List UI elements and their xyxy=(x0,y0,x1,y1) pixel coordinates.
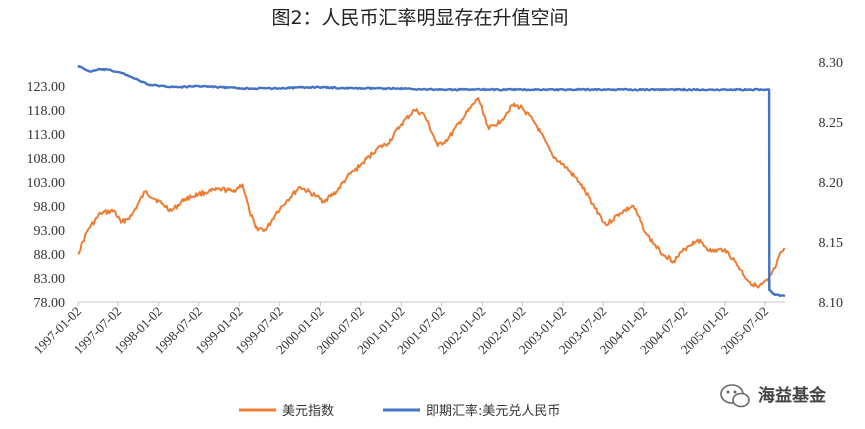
y-left-tick-label: 113.00 xyxy=(27,128,65,143)
y-left-tick-label: 78.00 xyxy=(34,296,66,311)
y-left-tick-label: 118.00 xyxy=(27,104,65,119)
watermark: 海益基金 xyxy=(720,384,827,408)
y-axis-right: 8.10 8.15 8.20 8.25 8.30 xyxy=(819,56,844,311)
series-line-usd-cny xyxy=(77,64,786,298)
legend-label-usd-index: 美元指数 xyxy=(282,404,334,419)
x-axis: 1997-01-021997-07-021998-01-021998-07-02… xyxy=(31,301,785,357)
plot-area xyxy=(77,64,786,298)
y-right-tick-label: 8.10 xyxy=(819,296,844,311)
y-left-tick-label: 98.00 xyxy=(34,200,66,215)
wechat-logo-icon xyxy=(720,384,750,408)
y-right-tick-label: 8.15 xyxy=(819,236,844,251)
y-left-tick-label: 88.00 xyxy=(34,248,66,263)
y-left-tick-label: 93.00 xyxy=(34,224,66,239)
y-axis-left: 78.00 83.00 88.00 93.00 98.00 103.00 108.00 113… xyxy=(27,80,66,311)
y-right-tick-label: 8.20 xyxy=(819,176,844,191)
legend-label-usd-cny: 即期汇率:美元兑人民币 xyxy=(426,403,560,419)
watermark-text: 海益基金 xyxy=(758,385,827,406)
y-left-tick-label: 103.00 xyxy=(27,176,66,191)
chart-title: 图2：人民币汇率明显存在升值空间 xyxy=(271,7,568,29)
y-right-tick-label: 8.30 xyxy=(819,56,844,71)
legend-item-usd-cny: 即期汇率:美元兑人民币 xyxy=(383,403,560,419)
y-left-tick-label: 108.00 xyxy=(27,152,66,167)
legend: 美元指数 即期汇率:美元兑人民币 xyxy=(239,403,560,419)
legend-item-usd-index: 美元指数 xyxy=(239,404,334,419)
y-right-tick-label: 8.25 xyxy=(819,116,844,131)
series-line-usd-index xyxy=(77,97,786,289)
y-left-tick-label: 123.00 xyxy=(27,80,66,95)
y-left-tick-label: 83.00 xyxy=(34,272,66,287)
